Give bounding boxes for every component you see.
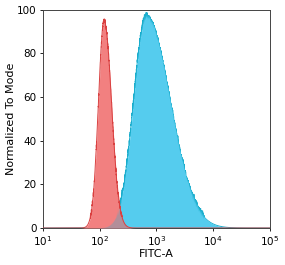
X-axis label: FITC-A: FITC-A	[139, 249, 174, 259]
Y-axis label: Normalized To Mode: Normalized To Mode	[5, 63, 16, 175]
